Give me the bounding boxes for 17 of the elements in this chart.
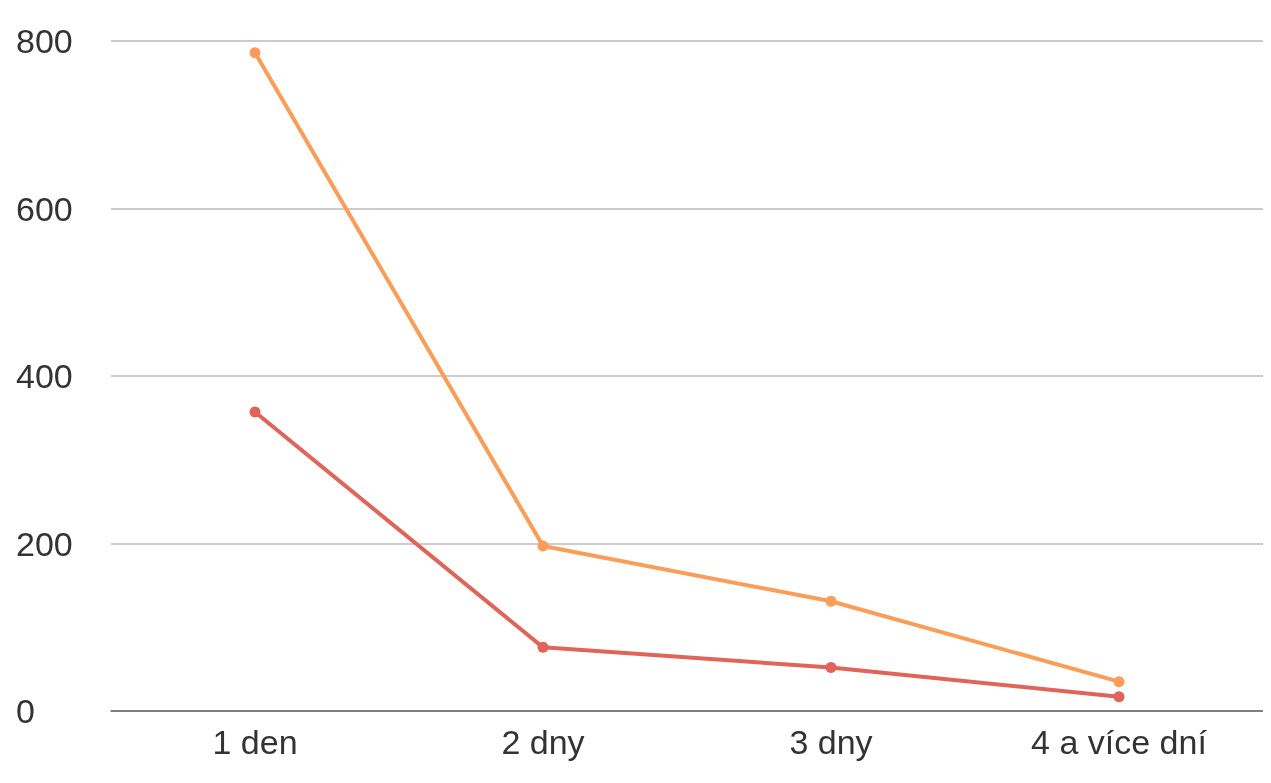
- y-tick-label: 400: [16, 357, 73, 395]
- point: [825, 661, 837, 673]
- point: [1113, 676, 1125, 688]
- point: [537, 641, 549, 653]
- point: [537, 540, 549, 552]
- y-tick-label: 200: [16, 524, 73, 563]
- y-tick-label: 0: [16, 692, 35, 730]
- x-tick-label: 4 a více dní: [1031, 723, 1208, 761]
- point: [249, 47, 261, 59]
- x-tick-label: 2 dny: [501, 723, 585, 761]
- point: [249, 406, 261, 418]
- y-tick-label: 800: [16, 22, 73, 60]
- point: [825, 595, 837, 607]
- x-tick-label: 3 dny: [789, 723, 873, 761]
- x-tick-label: 1 den: [212, 723, 298, 761]
- point: [1113, 691, 1125, 703]
- y-tick-label: 600: [16, 189, 73, 228]
